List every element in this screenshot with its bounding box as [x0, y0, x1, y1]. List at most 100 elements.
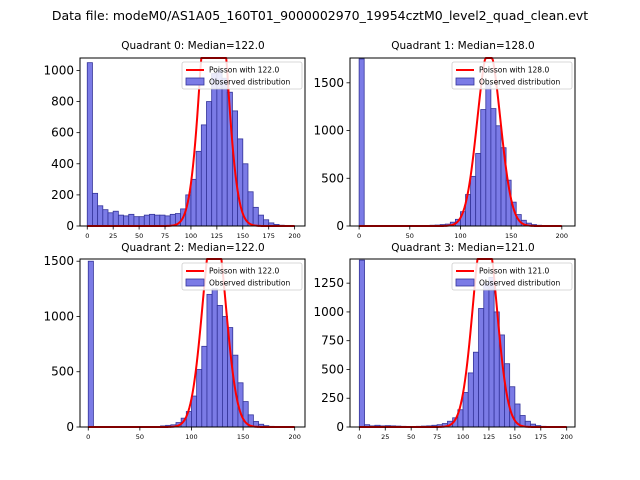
hist-bar — [252, 206, 259, 227]
axes-frame — [79, 258, 306, 428]
hist-bar — [480, 109, 487, 227]
legend-poisson-label: Poisson with 122.0 — [209, 267, 279, 276]
axes-frame — [349, 258, 576, 428]
hist-bar — [495, 125, 502, 227]
legend-poisson-label: Poisson with 128.0 — [479, 66, 549, 75]
y-tick-label: 250 — [321, 391, 344, 405]
hist-bar — [102, 209, 109, 227]
panel-title: Quadrant 1: Median=128.0 — [391, 40, 534, 52]
hist-bar — [222, 316, 228, 428]
hist-bar — [483, 282, 490, 428]
panel-quadrant-1: Quadrant 1: Median=128.0 0 500 1000 1500 0 50… — [313, 40, 576, 240]
x-tick-label: 50 — [406, 232, 414, 240]
hist-bar — [164, 215, 171, 227]
hist-bar — [221, 77, 228, 227]
hist-bar — [490, 108, 497, 227]
y-tick-label: 400 — [51, 157, 74, 171]
hist-bar — [128, 213, 135, 227]
hist-bar — [123, 215, 130, 227]
x-tick-label: 0 — [357, 232, 361, 240]
hist-bar — [133, 216, 140, 227]
legend-observed-label: Observed distribution — [209, 78, 290, 87]
x-tick-label: 100 — [457, 433, 469, 441]
hist-bar — [87, 260, 94, 428]
legend: Poisson with 122.0 Observed distribution — [181, 262, 303, 291]
hist-bar — [159, 214, 166, 227]
x-tick-label: 125 — [483, 433, 495, 441]
hist-bar — [149, 213, 156, 227]
x-tick-label: 50 — [135, 232, 143, 240]
hist-bar — [107, 212, 114, 227]
y-tick-label: 0 — [336, 420, 344, 434]
y-tick-label: 500 — [51, 365, 74, 379]
hist-bar — [200, 124, 207, 227]
figure-title: Data file: modeM0/AS1A05_160T01_90000029… — [52, 8, 588, 23]
x-tick-label: 200 — [288, 232, 300, 240]
x-tick-label: 100 — [185, 433, 197, 441]
y-tick-label: 1500 — [43, 254, 74, 268]
hist-bar — [478, 308, 485, 428]
hist-bar — [211, 288, 218, 428]
x-tick-label: 50 — [136, 433, 144, 441]
legend-poisson-label: Poisson with 122.0 — [209, 66, 279, 75]
x-tick-label: 50 — [407, 433, 415, 441]
hist-bar — [190, 178, 197, 227]
y-tick-label: 1250 — [313, 276, 344, 290]
x-tick-label: 200 — [288, 433, 300, 441]
hist-bar — [358, 58, 365, 227]
hist-bar — [211, 73, 218, 227]
x-tick-label: 175 — [535, 433, 547, 441]
x-tick-label: 100 — [454, 232, 466, 240]
legend-observed-label: Observed distribution — [479, 78, 560, 87]
y-tick-label: 600 — [51, 126, 74, 140]
legend-poisson-label: Poisson with 121.0 — [479, 267, 549, 276]
y-tick-label: 0 — [66, 219, 74, 233]
x-tick-label: 0 — [85, 232, 89, 240]
y-tick-label: 1500 — [313, 76, 344, 90]
hist-bar — [92, 192, 99, 227]
plot-area: 0 500 1000 1500 0 50 100 150 200 Poisson with 122… — [43, 254, 306, 441]
legend-observed-label: Observed distribution — [209, 279, 290, 288]
legend-bar-swatch — [455, 77, 475, 86]
y-tick-label: 1000 — [313, 305, 344, 319]
y-tick-label: 0 — [336, 219, 344, 233]
hist-bar — [86, 62, 93, 227]
hist-bar — [257, 214, 264, 227]
legend: Poisson with 122.0 Observed distribution — [181, 61, 303, 90]
hist-bar — [154, 214, 161, 227]
x-tick-label: 150 — [237, 232, 249, 240]
hist-bar — [485, 84, 492, 227]
hist-bar — [467, 372, 474, 428]
y-tick-label: 800 — [51, 95, 74, 109]
hist-bar — [143, 214, 150, 227]
x-tick-label: 25 — [109, 232, 117, 240]
legend-bar-swatch — [185, 278, 205, 287]
plot-area: 0 500 1000 1500 0 50 100 150 200 Poisson with 128… — [313, 57, 576, 240]
legend-box — [181, 262, 303, 291]
x-tick-label: 175 — [262, 232, 274, 240]
legend: Poisson with 121.0 Observed distribution — [451, 262, 573, 291]
legend-box — [181, 61, 303, 90]
hist-bar — [196, 369, 203, 428]
x-tick-label: 25 — [381, 433, 389, 441]
hist-bar — [488, 277, 495, 428]
hist-bar — [138, 216, 145, 227]
hist-bar — [191, 395, 198, 428]
panel-quadrant-2: Quadrant 2: Median=122.0 0 500 1000 1500 0 50… — [43, 242, 306, 441]
axes-frame — [79, 57, 306, 227]
x-tick-label: 0 — [86, 433, 90, 441]
x-tick-label: 200 — [556, 232, 568, 240]
hist-bar — [206, 293, 213, 428]
hist-bar — [462, 392, 469, 428]
y-tick-label: 0 — [66, 420, 74, 434]
hist-bar — [216, 305, 223, 428]
hist-bar — [216, 70, 223, 227]
x-tick-label: 150 — [509, 433, 521, 441]
x-tick-label: 0 — [357, 433, 361, 441]
hist-bar — [97, 205, 104, 227]
legend-box — [451, 61, 573, 90]
panel-title: Quadrant 2: Median=122.0 — [121, 242, 264, 254]
hist-bar — [472, 351, 479, 428]
x-tick-label: 150 — [237, 433, 249, 441]
